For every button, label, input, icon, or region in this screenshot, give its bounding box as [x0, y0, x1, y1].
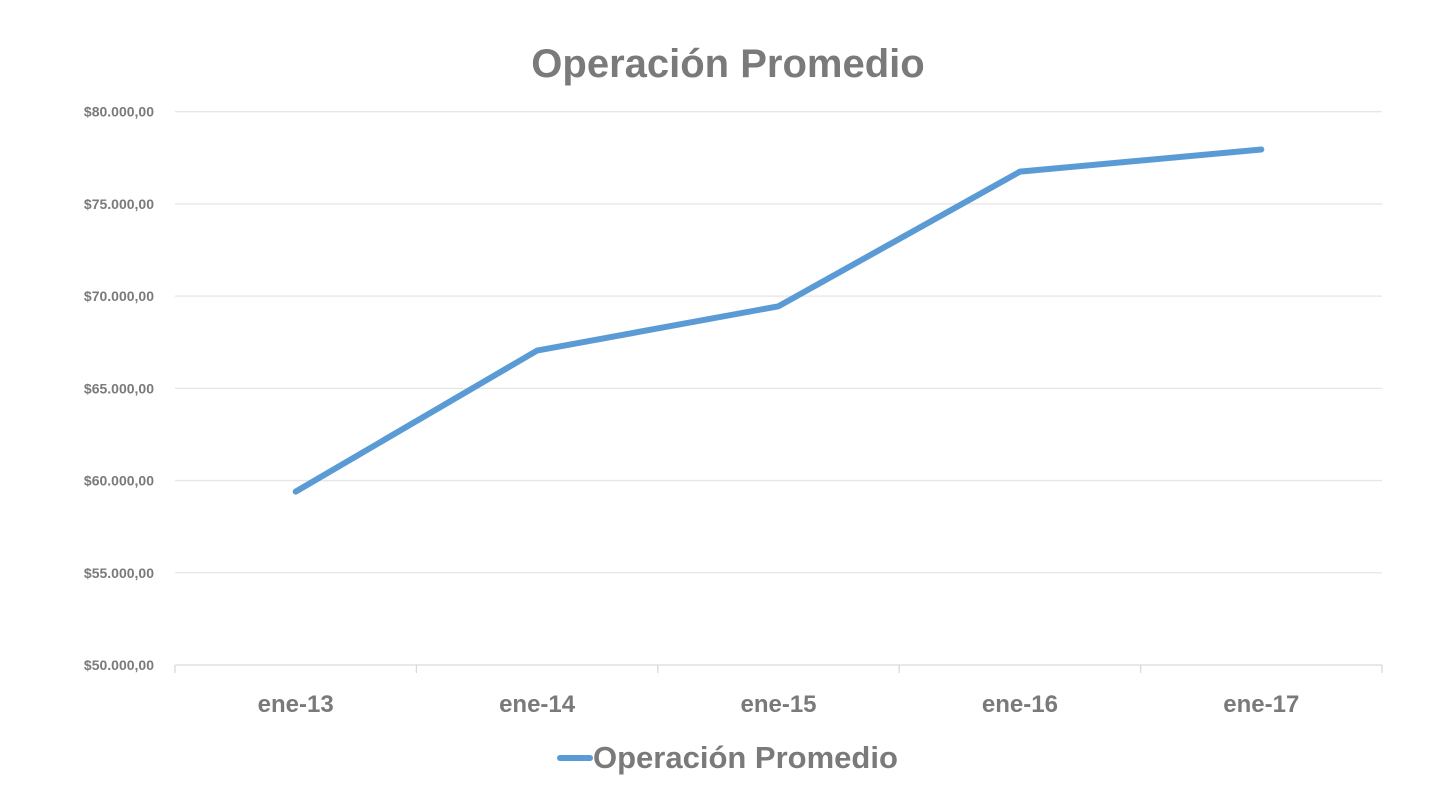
- series-lines: [292, 146, 1265, 495]
- y-tick-label: $70.000,00: [84, 288, 154, 304]
- legend: Operación Promedio: [557, 740, 898, 775]
- x-axis: ene-13 ene-14 ene-15 ene-16 ene-17: [174, 665, 1383, 718]
- y-tick-label: $55.000,00: [84, 565, 154, 581]
- x-tick-label: ene-13: [258, 691, 334, 718]
- y-tick-label: $75.000,00: [84, 196, 154, 212]
- x-tick-label: ene-17: [1223, 691, 1299, 718]
- y-tick-label: $60.000,00: [84, 473, 154, 489]
- series-line: [292, 146, 1265, 495]
- chart-title: Operación Promedio: [531, 42, 924, 86]
- legend-label: Operación Promedio: [593, 740, 898, 775]
- y-tick-label: $80.000,00: [84, 104, 154, 120]
- y-tick-label: $65.000,00: [84, 380, 154, 396]
- gridlines: [175, 111, 1382, 666]
- y-tick-label: $50.000,00: [84, 657, 154, 673]
- x-tick-label: ene-15: [740, 691, 816, 718]
- x-tick-label: ene-14: [499, 691, 576, 718]
- y-axis-labels: $50.000,00 $55.000,00 $60.000,00 $65.000,00…: [84, 104, 154, 673]
- x-tick-label: ene-16: [982, 691, 1058, 718]
